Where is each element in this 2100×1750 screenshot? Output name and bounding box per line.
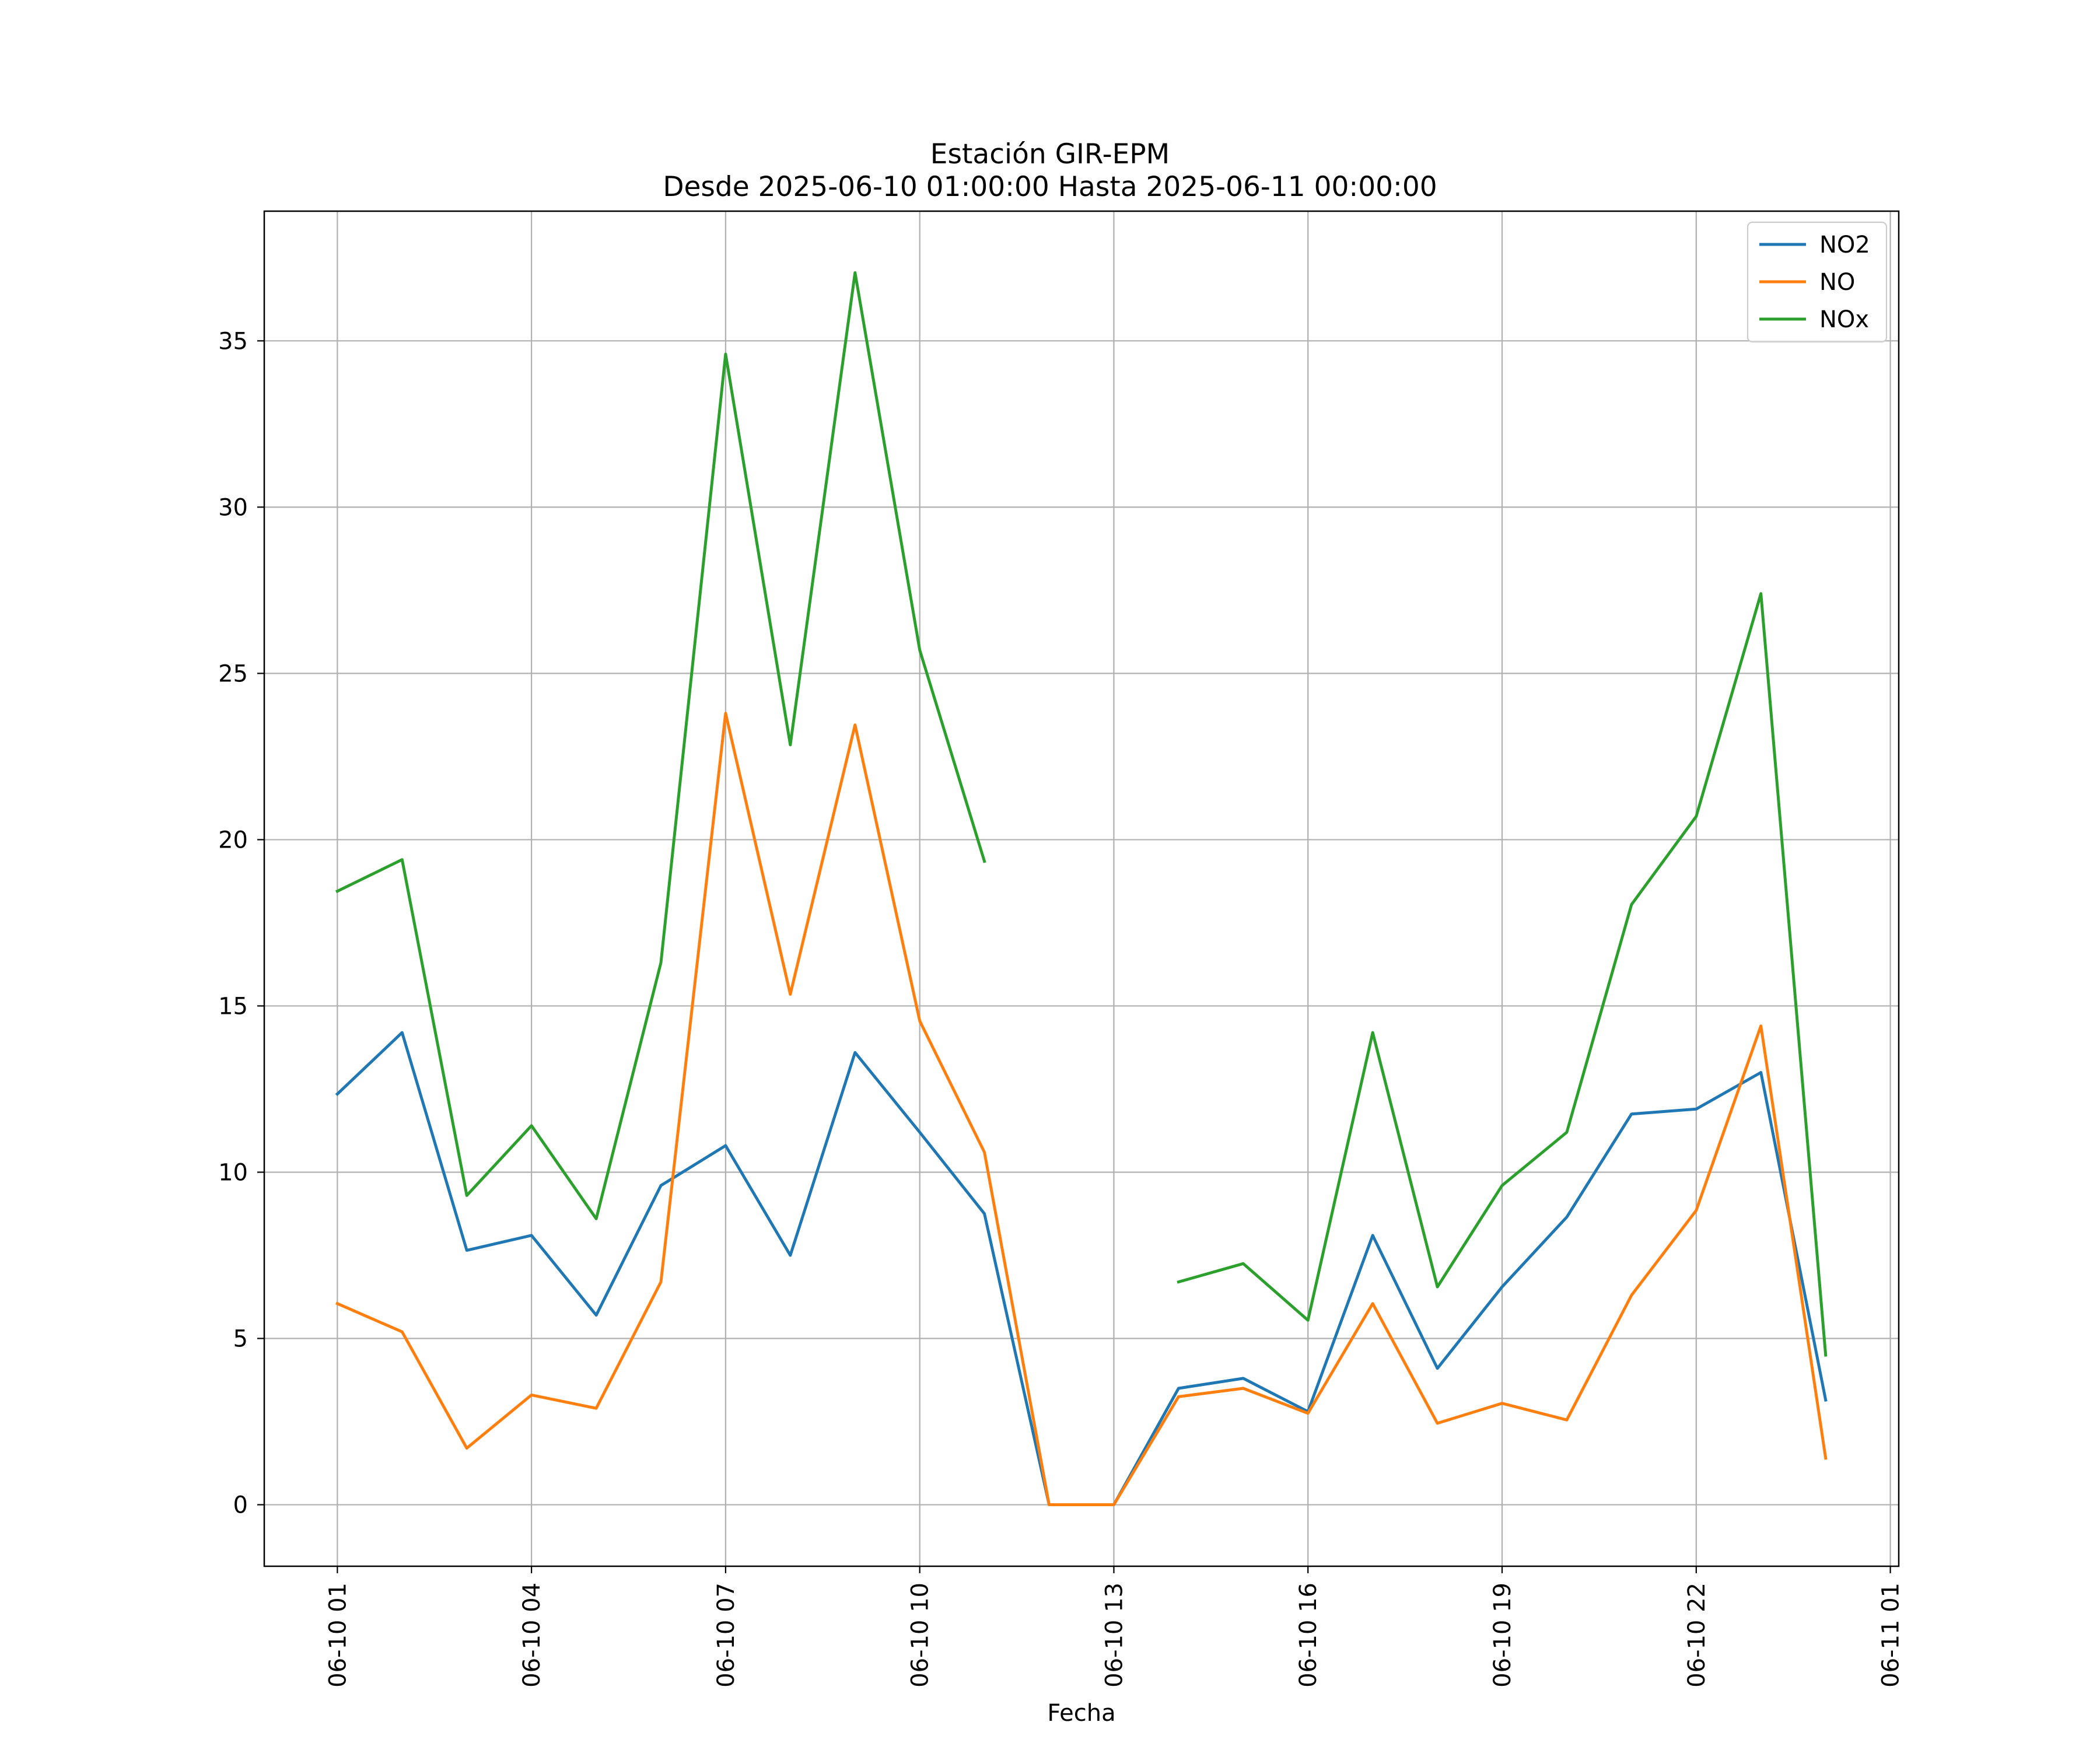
axis-ticks: 06-10 01 06-10 04 06-10 07 06-10 10 06-10 13… [218, 328, 1904, 1688]
grid [264, 211, 1899, 1566]
legend-box [1746, 221, 1888, 343]
legend-label-no: NO [1819, 269, 1855, 296]
legend: NO2 NO NOx [1746, 221, 1888, 343]
x-tick-label-4: 06-10 13 [1101, 1583, 1128, 1688]
chart-subtitle: Desde 2025-06-10 01:00:00 Hasta 2025-06-… [663, 171, 1437, 203]
y-tick-label-4: 20 [218, 827, 248, 853]
y-tick-label-1: 5 [233, 1326, 248, 1353]
x-tick-label-2: 06-10 07 [713, 1583, 740, 1688]
legend-label-nox: NOx [1819, 306, 1869, 333]
plot-frame [263, 210, 1900, 1567]
y-tick-label-2: 10 [218, 1159, 248, 1186]
legend-label-no2: NO2 [1819, 232, 1870, 258]
y-tick-label-7: 35 [218, 328, 248, 355]
x-tick-label-0: 06-10 01 [324, 1583, 351, 1688]
y-tick-label-5: 25 [218, 660, 248, 687]
series-line-no [335, 712, 1828, 1506]
series-line-nox [335, 271, 1828, 1357]
series-line-no2 [335, 1031, 1828, 1506]
x-tick-label-8: 06-11 01 [1878, 1583, 1905, 1688]
series-lines [335, 271, 1828, 1506]
x-axis-label: Fecha [1047, 1700, 1115, 1727]
x-tick-label-1: 06-10 04 [519, 1583, 545, 1688]
x-tick-label-7: 06-10 22 [1684, 1583, 1710, 1688]
chart-title: Estación GIR-EPM [930, 138, 1170, 170]
x-tick-label-5: 06-10 16 [1295, 1583, 1322, 1688]
x-tick-label-3: 06-10 10 [907, 1583, 934, 1688]
y-tick-label-0: 0 [233, 1492, 248, 1519]
y-tick-label-6: 30 [218, 494, 248, 521]
y-tick-label-3: 15 [218, 993, 248, 1020]
x-tick-label-6: 06-10 19 [1489, 1583, 1516, 1688]
